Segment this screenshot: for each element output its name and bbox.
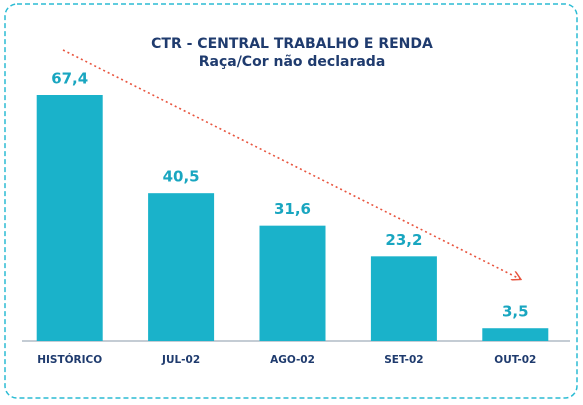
x-tick-label: OUT-02 <box>494 354 536 366</box>
bar <box>36 95 103 341</box>
x-tick-label: AGO-02 <box>270 354 315 366</box>
value-label: 40,5 <box>163 168 200 186</box>
bar <box>370 256 437 341</box>
trend-arrow <box>62 49 520 279</box>
x-tick-label: HISTÓRICO <box>37 353 102 366</box>
value-label: 3,5 <box>502 303 529 321</box>
bar <box>482 328 549 341</box>
x-tick-label: JUL-02 <box>161 354 200 366</box>
value-label: 23,2 <box>385 231 422 249</box>
bar <box>259 225 326 341</box>
value-label: 67,4 <box>51 70 88 88</box>
value-label: 31,6 <box>274 200 311 218</box>
chart-title: CTR - CENTRAL TRABALHO E RENDA <box>151 36 433 52</box>
bar <box>148 193 215 341</box>
chart-subtitle: Raça/Cor não declarada <box>199 54 386 70</box>
chart-border <box>4 3 578 399</box>
x-tick-label: SET-02 <box>384 354 423 366</box>
